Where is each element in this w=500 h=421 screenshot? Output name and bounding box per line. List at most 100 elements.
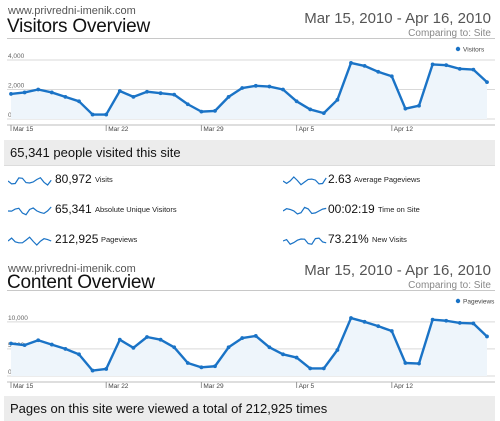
data-point[interactable] xyxy=(117,89,122,93)
y-tick-label: 2,000 xyxy=(8,83,25,90)
data-point[interactable] xyxy=(308,107,313,112)
page-title-visitors: Visitors Overview xyxy=(7,16,151,37)
data-point[interactable] xyxy=(376,324,381,329)
data-point[interactable] xyxy=(267,345,272,350)
metric-value: 73.21% xyxy=(328,232,369,246)
data-point[interactable] xyxy=(213,108,217,113)
page-title-content: Content Overview xyxy=(7,272,155,293)
data-point[interactable] xyxy=(335,97,340,102)
data-point[interactable] xyxy=(281,87,285,92)
metric-label: Time on Site xyxy=(378,205,420,214)
x-tick-label: Mar 22 xyxy=(108,126,129,133)
data-point[interactable] xyxy=(389,74,394,79)
x-tick-label: Apr 12 xyxy=(394,126,414,133)
data-point[interactable] xyxy=(485,334,489,339)
data-point[interactable] xyxy=(172,345,177,350)
data-point[interactable] xyxy=(471,67,476,72)
y-tick-label: 4,000 xyxy=(8,53,25,60)
data-point[interactable] xyxy=(63,347,68,351)
sparkline-icon xyxy=(283,206,327,215)
data-point[interactable] xyxy=(240,336,245,340)
metric-label: Average Pageviews xyxy=(354,175,421,184)
y-tick-label: 10,000 xyxy=(8,315,28,322)
content-summary-text: Pages on this site were viewed a total o… xyxy=(10,401,328,416)
data-point[interactable] xyxy=(63,94,68,99)
data-point[interactable] xyxy=(403,106,408,111)
data-point[interactable] xyxy=(158,91,163,96)
data-point[interactable] xyxy=(22,343,27,348)
data-point[interactable] xyxy=(104,112,109,117)
data-point[interactable] xyxy=(403,361,408,365)
data-point[interactable] xyxy=(49,342,54,347)
data-point[interactable] xyxy=(362,64,367,68)
data-point[interactable] xyxy=(9,341,13,346)
metric-label: Pageviews xyxy=(101,235,138,244)
data-point[interactable] xyxy=(430,62,435,67)
data-point[interactable] xyxy=(253,334,258,338)
sparkline-path xyxy=(8,236,52,246)
data-point[interactable] xyxy=(213,364,217,369)
data-point[interactable] xyxy=(158,337,163,342)
legend-label: Visitors xyxy=(463,47,485,54)
metric-label: Absolute Unique Visitors xyxy=(95,205,177,214)
data-point[interactable] xyxy=(417,103,421,108)
data-point[interactable] xyxy=(471,321,476,326)
sparkline-icon xyxy=(8,206,52,216)
data-point[interactable] xyxy=(90,112,95,117)
x-tick-label: Apr 5 xyxy=(299,126,315,133)
data-point[interactable] xyxy=(226,94,231,99)
data-point[interactable] xyxy=(281,352,285,357)
data-point[interactable] xyxy=(145,89,149,94)
metric-label: New Visits xyxy=(372,235,407,244)
data-point[interactable] xyxy=(77,352,81,357)
data-point[interactable] xyxy=(36,338,41,343)
data-point[interactable] xyxy=(308,366,313,371)
data-point[interactable] xyxy=(349,61,353,65)
data-point[interactable] xyxy=(199,365,204,370)
data-point[interactable] xyxy=(185,361,190,365)
data-point[interactable] xyxy=(294,355,299,360)
date-range-visitors[interactable]: Mar 15, 2010 - Apr 16, 2010 xyxy=(304,10,491,27)
data-point[interactable] xyxy=(240,86,245,90)
data-point[interactable] xyxy=(131,94,136,99)
data-point[interactable] xyxy=(117,337,122,342)
data-point[interactable] xyxy=(321,111,326,115)
data-point[interactable] xyxy=(457,321,462,325)
data-point[interactable] xyxy=(349,316,353,320)
x-tick-label: Mar 15 xyxy=(13,126,34,133)
data-point[interactable] xyxy=(36,87,41,92)
data-point[interactable] xyxy=(145,335,149,339)
data-point[interactable] xyxy=(267,84,272,89)
data-point[interactable] xyxy=(226,345,231,350)
comparing-label-visitors: Comparing to: Site xyxy=(408,28,491,39)
data-point[interactable] xyxy=(22,90,27,95)
data-point[interactable] xyxy=(376,69,381,74)
data-point[interactable] xyxy=(321,366,326,371)
date-range-content[interactable]: Mar 15, 2010 - Apr 16, 2010 xyxy=(304,262,491,279)
data-point[interactable] xyxy=(172,92,177,97)
data-point[interactable] xyxy=(335,348,340,352)
data-point[interactable] xyxy=(49,90,54,95)
data-point[interactable] xyxy=(457,66,462,71)
visitors-summary-banner: 65,341 people visited this site xyxy=(4,140,495,166)
data-point[interactable] xyxy=(104,367,109,371)
data-point[interactable] xyxy=(253,83,258,88)
data-point[interactable] xyxy=(362,319,367,324)
data-point[interactable] xyxy=(389,329,394,333)
sparkline-path xyxy=(8,176,52,186)
data-point[interactable] xyxy=(485,80,489,85)
data-point[interactable] xyxy=(444,63,449,68)
data-point[interactable] xyxy=(185,102,190,107)
data-point[interactable] xyxy=(417,361,421,366)
data-point[interactable] xyxy=(131,345,136,350)
data-point[interactable] xyxy=(430,317,435,322)
sparkline-path xyxy=(283,237,327,245)
data-point[interactable] xyxy=(77,99,81,104)
data-point[interactable] xyxy=(444,318,449,323)
data-point[interactable] xyxy=(90,368,95,373)
data-point[interactable] xyxy=(294,99,299,104)
data-point[interactable] xyxy=(9,92,13,96)
metric-value: 212,925 xyxy=(55,232,99,246)
data-point[interactable] xyxy=(199,109,204,114)
